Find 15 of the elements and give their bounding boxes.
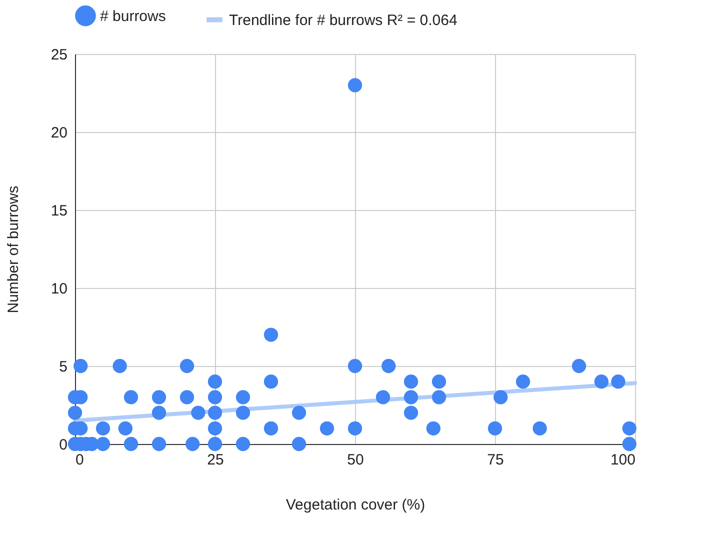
y-tick-label: 20 [50,124,68,142]
x-tick-label: 0 [76,452,84,468]
legend-label: # burrows [100,8,166,25]
y-tick-label: 10 [50,280,68,298]
y-tick-label: 0 [59,436,68,454]
x-tick-label: 100 [610,452,636,468]
y-tick-label: 25 [50,46,68,64]
y-axis-title: Number of burrows [4,186,22,314]
legend-label: Trendline for # burrows R² = 0.064 [229,12,458,29]
y-tick-label: 15 [50,202,68,220]
x-axis-title: Vegetation cover (%) [286,496,426,514]
x-tick-label: 25 [207,452,224,468]
y-tick-label: 5 [59,358,68,376]
x-tick-label: 50 [347,452,364,468]
x-tick-label: 75 [487,452,504,468]
